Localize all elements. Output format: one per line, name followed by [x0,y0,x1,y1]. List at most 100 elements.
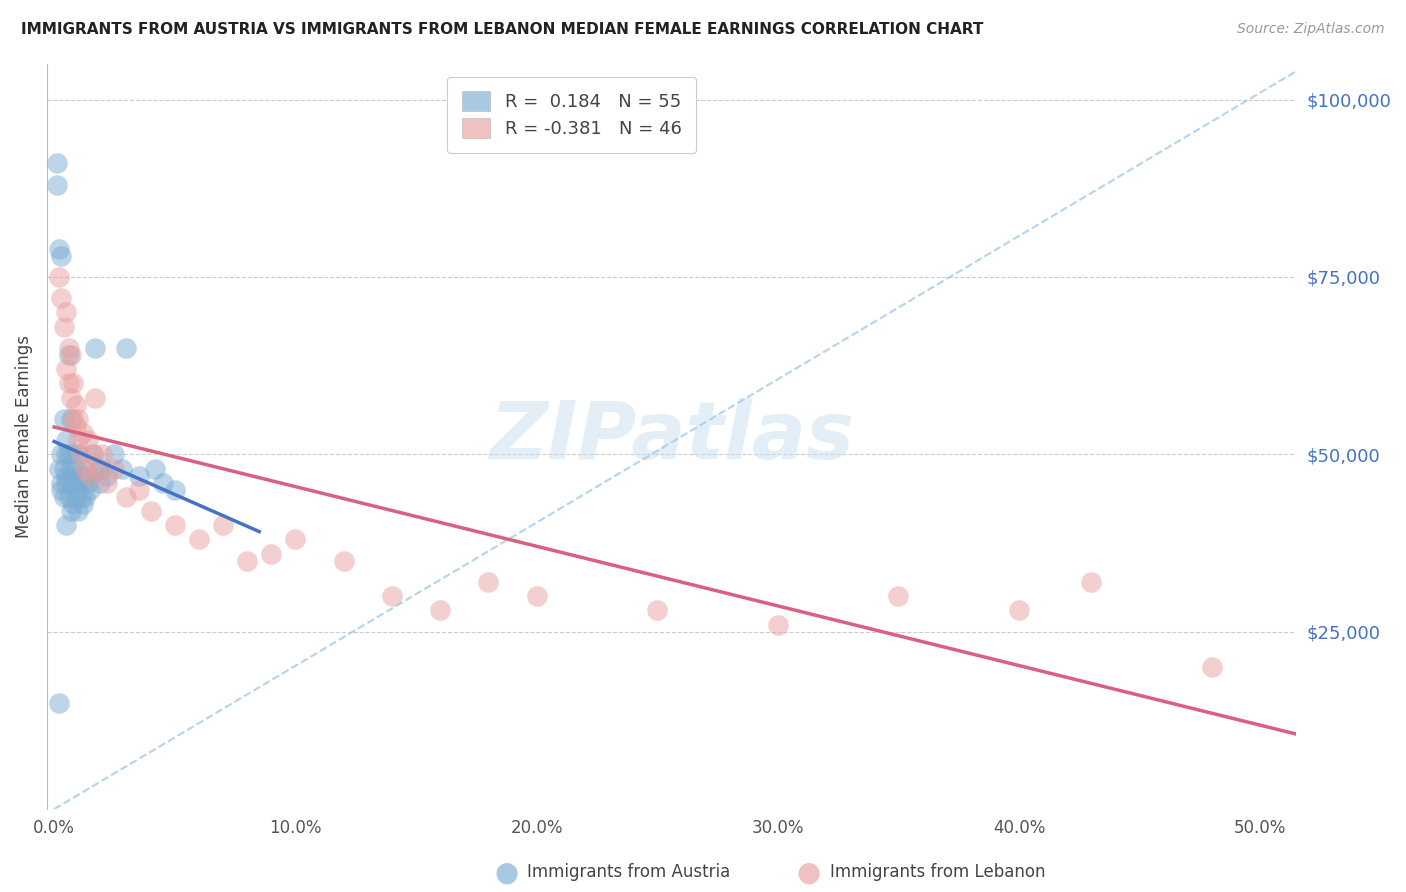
Point [91,461,114,475]
Point [284,533,307,547]
Point [69,468,91,483]
Point [79,468,101,483]
Point [60,461,83,475]
Point [139,504,162,518]
Point [72,475,94,490]
Y-axis label: Median Female Earnings: Median Female Earnings [15,335,32,538]
Point [58,447,80,461]
Point [55,475,77,490]
Point [55,468,77,483]
Point [212,518,235,533]
Point [51,291,73,305]
Point [51,249,73,263]
Point [45,156,67,170]
Point [89,475,111,490]
Point [58,341,80,355]
Point [62,447,84,461]
Point [48,242,70,256]
Point [91,447,114,461]
Point [52,412,75,426]
Point [79,468,101,483]
Point [51,483,73,497]
Legend: R =  0.184   N = 55, R = -0.381   N = 46: R = 0.184 N = 55, R = -0.381 N = 46 [447,77,696,153]
Point [163,518,186,533]
Point [645,603,668,617]
Text: ZIPatlas: ZIPatlas [489,398,855,475]
Point [103,447,125,461]
Text: Immigrants from Lebanon: Immigrants from Lebanon [830,863,1045,881]
Point [128,483,150,497]
Point [187,533,209,547]
Point [766,617,789,632]
Point [69,447,91,461]
Point [77,433,100,447]
Point [65,475,87,490]
Point [58,376,80,391]
Point [72,425,94,440]
Point [62,497,84,511]
Point [86,461,108,475]
Point [887,589,910,603]
Point [477,575,499,590]
Point [429,603,451,617]
Point [62,412,84,426]
Point [48,269,70,284]
Point [1201,660,1223,674]
Point [96,475,118,490]
Point [65,461,87,475]
Point [65,419,87,434]
Point [55,433,77,447]
Point [163,483,186,497]
Point [55,305,77,319]
Text: Immigrants from Austria: Immigrants from Austria [527,863,731,881]
Point [48,696,70,710]
Text: ●: ● [796,858,821,887]
Point [58,348,80,362]
Point [82,447,104,461]
Point [62,376,84,391]
Point [67,475,90,490]
Point [84,391,107,405]
Point [381,589,404,603]
Point [75,461,97,475]
Point [45,178,67,192]
Point [152,475,174,490]
Point [65,398,87,412]
Point [96,468,118,483]
Point [52,490,75,504]
Point [84,341,107,355]
Point [75,461,97,475]
Point [75,490,97,504]
Point [115,490,138,504]
Point [79,483,101,497]
Point [332,554,354,568]
Point [60,475,83,490]
Point [60,348,83,362]
Point [115,341,138,355]
Point [260,547,283,561]
Point [67,447,90,461]
Point [67,433,90,447]
Point [60,391,83,405]
Point [67,412,90,426]
Point [72,497,94,511]
Point [86,461,108,475]
Point [128,468,150,483]
Point [62,468,84,483]
Point [69,490,91,504]
Point [65,490,87,504]
Point [55,447,77,461]
Point [103,461,125,475]
Point [55,518,77,533]
Point [52,461,75,475]
Text: Source: ZipAtlas.com: Source: ZipAtlas.com [1237,22,1385,37]
Point [145,461,167,475]
Point [48,461,70,475]
Point [51,475,73,490]
Point [67,504,90,518]
Point [1080,575,1102,590]
Point [236,554,259,568]
Point [60,412,83,426]
Point [526,589,548,603]
Point [52,319,75,334]
